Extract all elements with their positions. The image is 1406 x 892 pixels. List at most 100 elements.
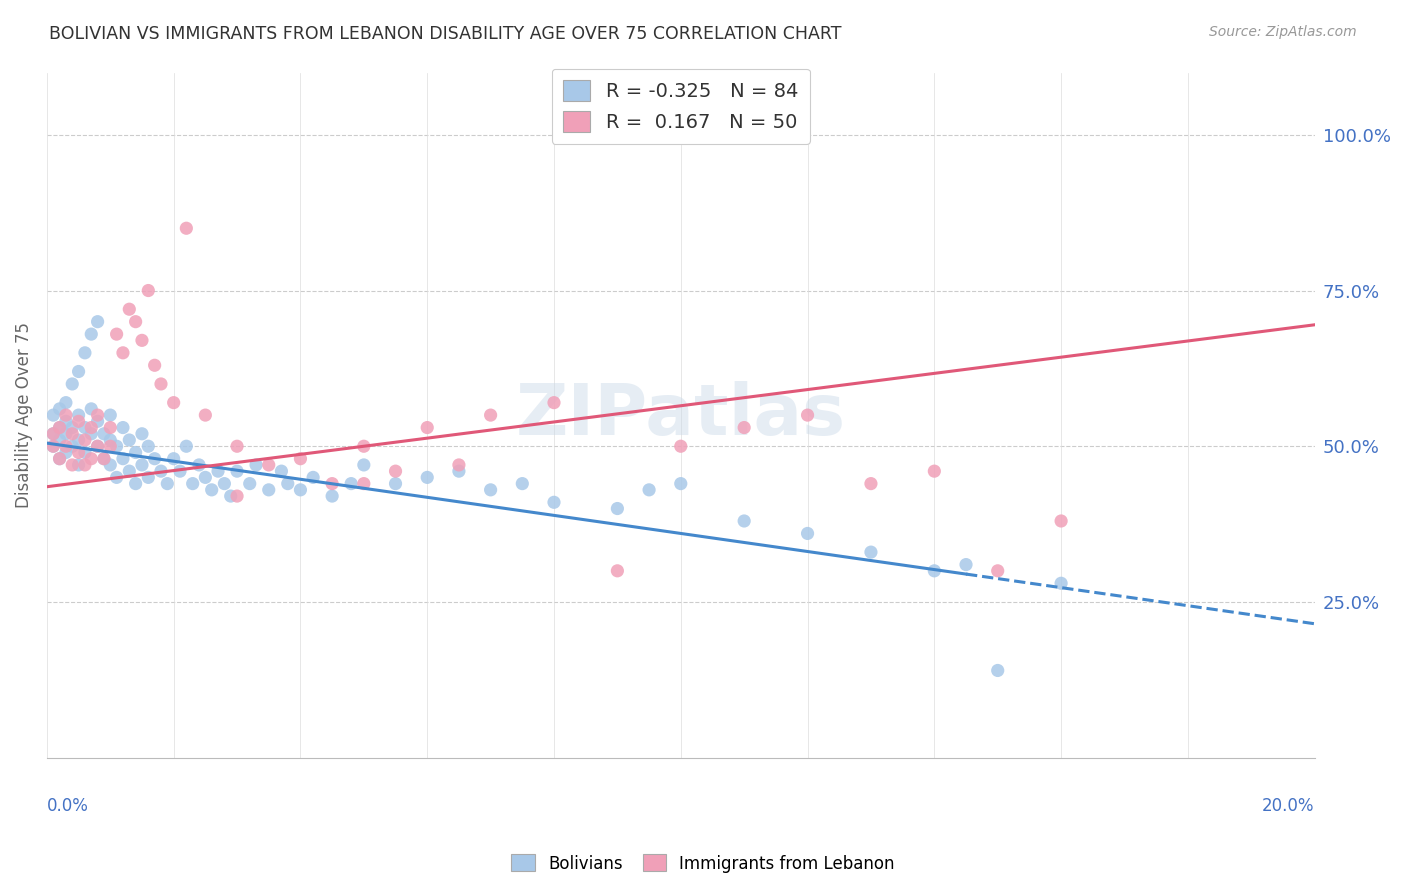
Point <box>924 564 946 578</box>
Point <box>136 470 159 484</box>
Point <box>111 346 134 360</box>
Point <box>510 476 533 491</box>
Point <box>479 483 502 497</box>
Point <box>118 302 141 317</box>
Point <box>136 284 159 298</box>
Point <box>416 420 439 434</box>
Point <box>143 451 166 466</box>
Point <box>55 426 77 441</box>
Point <box>987 564 1010 578</box>
Point <box>98 408 121 422</box>
Point <box>353 439 375 453</box>
Point <box>67 408 90 422</box>
Point <box>42 426 65 441</box>
Point <box>226 489 249 503</box>
Point <box>447 464 470 478</box>
Point <box>93 451 115 466</box>
Point <box>257 483 280 497</box>
Point <box>245 458 267 472</box>
Point <box>48 420 70 434</box>
Point <box>67 364 90 378</box>
Point <box>321 489 343 503</box>
Point <box>955 558 977 572</box>
Text: BOLIVIAN VS IMMIGRANTS FROM LEBANON DISABILITY AGE OVER 75 CORRELATION CHART: BOLIVIAN VS IMMIGRANTS FROM LEBANON DISA… <box>49 25 842 43</box>
Point <box>321 476 343 491</box>
Point <box>86 439 108 453</box>
Y-axis label: Disability Age Over 75: Disability Age Over 75 <box>15 322 32 508</box>
Point <box>98 433 121 447</box>
Point <box>257 458 280 472</box>
Point <box>131 334 153 348</box>
Point <box>105 439 128 453</box>
Point <box>194 470 217 484</box>
Point <box>55 414 77 428</box>
Point <box>98 458 121 472</box>
Legend: Bolivians, Immigrants from Lebanon: Bolivians, Immigrants from Lebanon <box>505 847 901 880</box>
Point <box>239 476 262 491</box>
Point <box>163 451 186 466</box>
Point <box>924 464 946 478</box>
Point <box>169 464 191 478</box>
Legend: R = -0.325   N = 84, R =  0.167   N = 50: R = -0.325 N = 84, R = 0.167 N = 50 <box>551 69 810 144</box>
Point <box>111 451 134 466</box>
Point <box>543 495 565 509</box>
Point <box>290 451 312 466</box>
Point <box>60 458 83 472</box>
Point <box>987 664 1010 678</box>
Point <box>55 439 77 453</box>
Point <box>67 433 90 447</box>
Point <box>86 315 108 329</box>
Point <box>48 401 70 416</box>
Point <box>86 439 108 453</box>
Point <box>67 458 90 472</box>
Point <box>176 221 198 235</box>
Point <box>207 464 229 478</box>
Point <box>201 483 224 497</box>
Point <box>80 426 103 441</box>
Point <box>80 420 103 434</box>
Point <box>479 408 502 422</box>
Point <box>124 445 146 459</box>
Point <box>60 420 83 434</box>
Point <box>353 476 375 491</box>
Point <box>111 420 134 434</box>
Point <box>226 464 249 478</box>
Point <box>131 458 153 472</box>
Point <box>416 470 439 484</box>
Point <box>859 545 882 559</box>
Point <box>105 470 128 484</box>
Point <box>73 433 96 447</box>
Point <box>194 408 217 422</box>
Point <box>733 514 755 528</box>
Point <box>226 439 249 453</box>
Point <box>543 395 565 409</box>
Point <box>384 476 406 491</box>
Point <box>124 315 146 329</box>
Point <box>48 420 70 434</box>
Point <box>188 458 211 472</box>
Point <box>124 476 146 491</box>
Point <box>48 433 70 447</box>
Point <box>80 327 103 342</box>
Point <box>669 439 692 453</box>
Point <box>1050 514 1073 528</box>
Point <box>302 470 325 484</box>
Point <box>55 445 77 459</box>
Point <box>48 451 70 466</box>
Point <box>290 483 312 497</box>
Point <box>214 476 236 491</box>
Point <box>270 464 292 478</box>
Point <box>93 451 115 466</box>
Point <box>73 420 96 434</box>
Point <box>73 445 96 459</box>
Point <box>80 451 103 466</box>
Point <box>143 359 166 373</box>
Point <box>42 426 65 441</box>
Point <box>1050 576 1073 591</box>
Text: ZIPatlas: ZIPatlas <box>516 381 846 450</box>
Point <box>277 476 299 491</box>
Point <box>796 408 818 422</box>
Point <box>859 476 882 491</box>
Point <box>93 426 115 441</box>
Point <box>73 458 96 472</box>
